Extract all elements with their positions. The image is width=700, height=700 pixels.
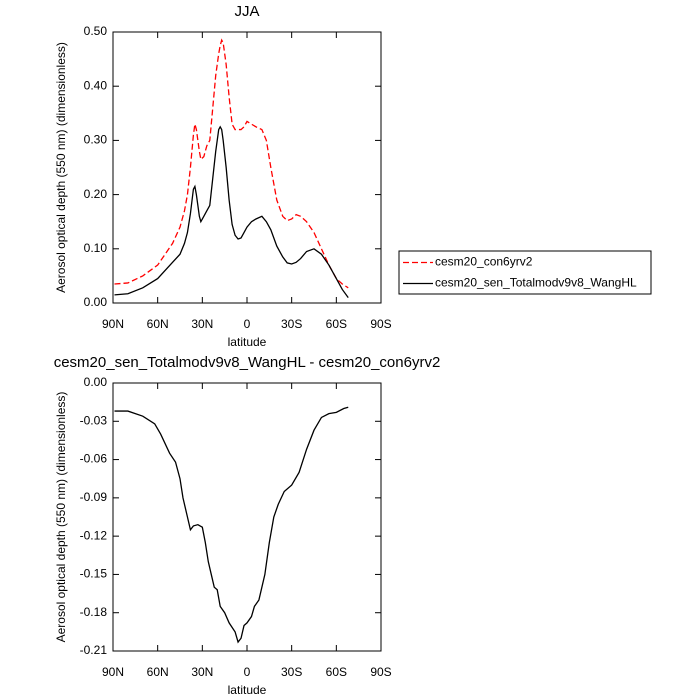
y-tick-label: -0.12: [80, 528, 108, 542]
legend-label: cesm20_con6yrv2: [435, 255, 533, 269]
chart-title: cesm20_sen_Totalmodv9v8_WangHL - cesm20_…: [54, 354, 441, 371]
y-tick-label: 0.00: [84, 375, 108, 389]
y-tick-label: -0.03: [80, 413, 108, 427]
y-tick-label: 0.00: [84, 295, 108, 309]
y-axis-label: Aerosol optical depth (550 nm) (dimensio…: [54, 42, 68, 293]
x-tick-label: 60N: [147, 665, 169, 679]
plot-frame: [112, 382, 382, 652]
y-tick-label: 0.20: [84, 187, 108, 201]
chart-title: JJA: [234, 3, 259, 20]
x-tick-label: 0: [244, 317, 251, 331]
y-tick-label: 0.10: [84, 241, 108, 255]
legend-label: cesm20_sen_Totalmodv9v8_WangHL: [435, 276, 637, 290]
y-tick-label: -0.18: [80, 605, 108, 619]
x-tick-label: 30S: [281, 665, 302, 679]
y-tick-label: -0.15: [80, 567, 108, 581]
x-tick-label: 60S: [326, 665, 347, 679]
y-tick-label: 0.30: [84, 133, 108, 147]
x-tick-label: 30N: [191, 317, 213, 331]
data-line: [114, 38, 349, 289]
data-line: [114, 406, 349, 644]
x-tick-label: 60S: [326, 317, 347, 331]
x-tick-label: 90N: [102, 317, 124, 331]
y-tick-label: -0.09: [80, 490, 108, 504]
legend-box: [398, 250, 652, 295]
plot-frame: [112, 31, 382, 304]
x-tick-label: 0: [244, 665, 251, 679]
y-tick-label: 0.40: [84, 78, 108, 92]
x-tick-label: 90S: [370, 317, 391, 331]
x-tick-label: 30S: [281, 317, 302, 331]
y-tick-label: 0.50: [84, 24, 108, 38]
x-tick-label: 90N: [102, 665, 124, 679]
y-tick-label: -0.21: [80, 643, 108, 657]
x-tick-label: 60N: [147, 317, 169, 331]
x-tick-label: 90S: [370, 665, 391, 679]
x-axis-label: latitude: [228, 335, 267, 349]
y-tick-label: -0.06: [80, 452, 108, 466]
y-axis-label: Aerosol optical depth (550 nm) (dimensio…: [54, 392, 68, 643]
data-line: [114, 125, 349, 298]
x-axis-label: latitude: [228, 683, 267, 697]
x-tick-label: 30N: [191, 665, 213, 679]
